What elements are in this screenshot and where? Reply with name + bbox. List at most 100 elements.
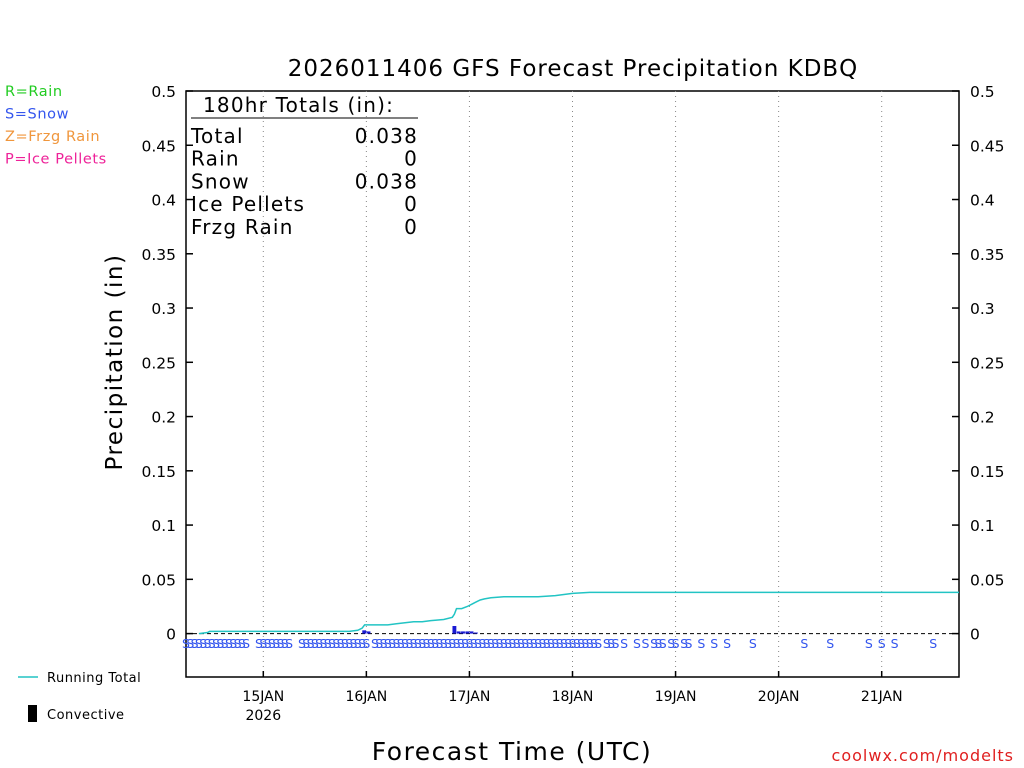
ptype-marker-90: S <box>590 636 598 651</box>
ptype-marker-92: S <box>603 636 611 651</box>
ptype-marker-68: S <box>496 636 504 651</box>
precip-bar-6 <box>469 631 474 634</box>
ptype-marker-54: S <box>435 636 443 651</box>
ptype-marker-17: S <box>264 636 272 651</box>
y-tick-label-right-7: 0.35 <box>970 246 1005 264</box>
ptype-marker-26: S <box>311 636 319 651</box>
ptype-marker-14: S <box>242 636 250 651</box>
y-tick-label-right-2: 0.1 <box>970 517 995 535</box>
ptype-marker-84: S <box>564 636 572 651</box>
ptype-marker-108: S <box>749 636 757 651</box>
ptype-marker-98: S <box>650 636 658 651</box>
ptype-marker-74: S <box>521 636 529 651</box>
ptype-marker-50: S <box>418 636 426 651</box>
y-tick-label-left-2: 0.1 <box>151 517 176 535</box>
ptype-marker-15: S <box>255 636 263 651</box>
ptype-marker-5: S <box>204 636 212 651</box>
legend-type-2: Z=Frzg Rain <box>5 129 100 145</box>
y-tick-label-left-9: 0.45 <box>141 137 176 155</box>
watermark: coolwx.com/modelts <box>832 746 1014 765</box>
ptype-marker-99: S <box>654 636 662 651</box>
y-tick-label-left-0: 0 <box>166 626 176 644</box>
ptype-marker-2: S <box>191 636 199 651</box>
ptype-marker-38: S <box>362 636 370 651</box>
x-axis-label: Forecast Time (UTC) <box>372 737 652 766</box>
ptype-marker-62: S <box>470 636 478 651</box>
ptype-legend: R=Rain S=Snow Z=Frzg Rain P=Ice Pellets <box>5 84 106 168</box>
x-axis: 15JAN 2026 16JAN 17JAN 18JAN 19JAN 20JAN 21JAN <box>242 671 903 724</box>
ptype-marker-107: S <box>723 636 731 651</box>
ptype-marker-81: S <box>551 636 559 651</box>
ptype-marker-31: S <box>332 636 340 651</box>
ptype-marker-24: S <box>302 636 310 651</box>
y-tick-label-left-4: 0.2 <box>151 409 176 427</box>
y-tick-label-right-0: 0 <box>970 626 980 644</box>
ptype-marker-76: S <box>530 636 538 651</box>
ptype-marker-7: S <box>212 636 220 651</box>
running-total-line <box>198 591 959 635</box>
ptype-marker-9: S <box>221 636 229 651</box>
legend-type-0: R=Rain <box>5 84 63 100</box>
ptype-marker-70: S <box>504 636 512 651</box>
x-tick-sublabel-0: 2026 <box>245 708 281 724</box>
x-tick-label-4: 19JAN <box>655 689 697 705</box>
legend-running-total-label: Running Total <box>47 671 141 686</box>
totals-row-label-1: Rain <box>191 147 240 171</box>
ptype-marker-11: S <box>229 636 237 651</box>
ptype-marker-55: S <box>440 636 448 651</box>
ptype-marker-60: S <box>461 636 469 651</box>
ptype-marker-20: S <box>277 636 285 651</box>
ptype-marker-19: S <box>272 636 280 651</box>
ptype-marker-101: S <box>667 636 675 651</box>
ptype-marker-69: S <box>500 636 508 651</box>
legend-convective-label: Convective <box>47 708 125 723</box>
x-tick-label-0: 15JAN <box>242 689 284 705</box>
ptype-marker-58: S <box>453 636 461 651</box>
ptype-marker-111: S <box>865 636 873 651</box>
ptype-marker-32: S <box>337 636 345 651</box>
y-tick-label-right-4: 0.2 <box>970 409 995 427</box>
ptype-marker-65: S <box>483 636 491 651</box>
ptype-marker-95: S <box>620 636 628 651</box>
ptype-marker-25: S <box>307 636 315 651</box>
y-tick-label-right-10: 0.5 <box>970 83 995 101</box>
ptype-marker-42: S <box>384 636 392 651</box>
ptype-marker-33: S <box>341 636 349 651</box>
totals-row-label-2: Snow <box>191 169 250 193</box>
ptype-marker-6: S <box>208 636 216 651</box>
ptype-marker-72: S <box>513 636 521 651</box>
precip-bar-0 <box>362 630 367 634</box>
ptype-marker-75: S <box>526 636 534 651</box>
ptype-marker-73: S <box>517 636 525 651</box>
ptype-marker-36: S <box>354 636 362 651</box>
precip-bar-7 <box>473 632 478 634</box>
precip-bars <box>362 625 478 634</box>
ptype-marker-0: S <box>182 636 190 651</box>
ptype-marker-46: S <box>401 636 409 651</box>
ptype-marker-100: S <box>659 636 667 651</box>
y-tick-label-left-3: 0.15 <box>141 463 176 481</box>
ptype-marker-59: S <box>457 636 465 651</box>
totals-box: 180hr Totals (in): Total 0.038 Rain 0 Snow 0.… <box>190 93 418 239</box>
ptype-marker-91: S <box>594 636 602 651</box>
ptype-marker-85: S <box>569 636 577 651</box>
ptype-marker-27: S <box>315 636 323 651</box>
precip-bar-4 <box>461 631 465 634</box>
ptype-marker-23: S <box>298 636 306 651</box>
ptype-marker-44: S <box>392 636 400 651</box>
ptype-marker-56: S <box>444 636 452 651</box>
ptype-marker-10: S <box>225 636 233 651</box>
y-axis-right: 0 0.05 0.1 0.15 0.2 0.25 0.3 0.35 0.4 0.45 0.5 <box>952 83 1005 644</box>
y-tick-label-right-1: 0.05 <box>970 571 1005 589</box>
y-tick-label-right-6: 0.3 <box>970 300 995 318</box>
y-axis-label: Precipitation (in) <box>102 254 128 471</box>
ptype-marker-43: S <box>388 636 396 651</box>
x-tick-label-1: 16JAN <box>345 689 387 705</box>
ptype-marker-41: S <box>380 636 388 651</box>
ptype-marker-13: S <box>238 636 246 651</box>
ptype-marker-47: S <box>405 636 413 651</box>
y-tick-label-left-6: 0.3 <box>151 300 176 318</box>
ptype-marker-87: S <box>577 636 585 651</box>
